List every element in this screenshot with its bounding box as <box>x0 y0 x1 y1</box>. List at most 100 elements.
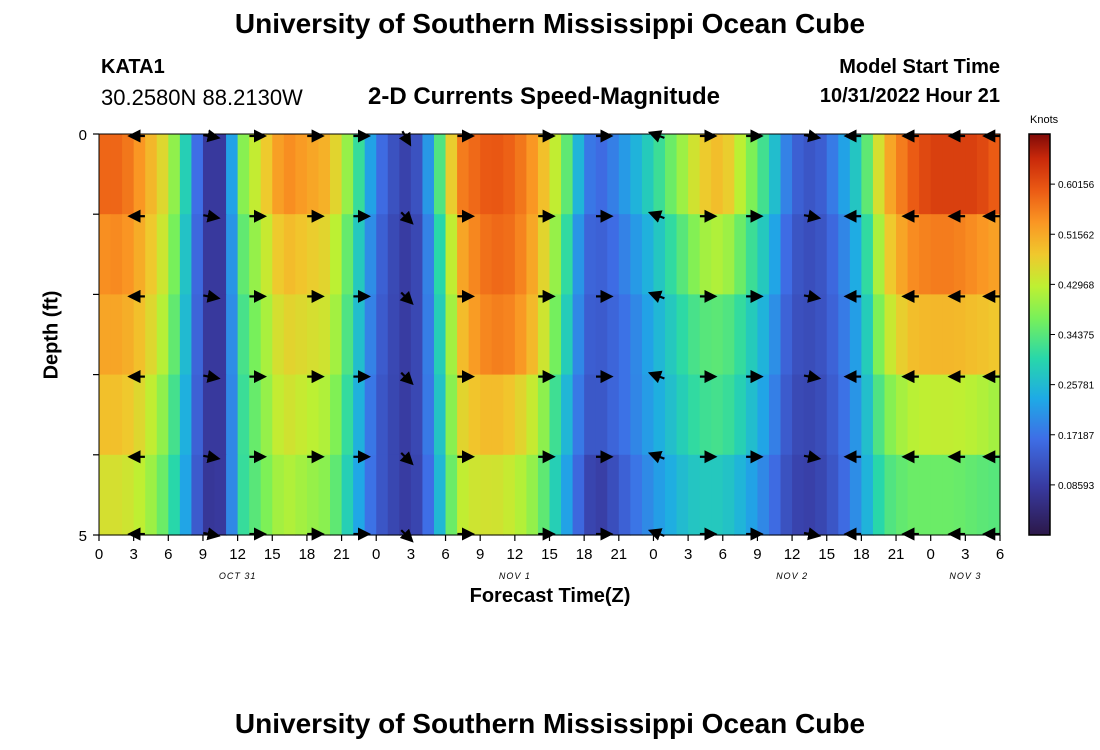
heatmap-cell <box>110 454 123 536</box>
heatmap-cell <box>745 134 759 215</box>
heatmap-cell <box>179 134 193 215</box>
heatmap-cell <box>734 134 747 215</box>
heatmap-cell <box>237 214 250 295</box>
heatmap-cell <box>942 294 955 376</box>
heatmap-cell <box>537 294 551 376</box>
heatmap-cell <box>295 374 308 456</box>
heatmap-cell <box>930 134 943 215</box>
heatmap-cell <box>838 294 851 376</box>
heatmap-cell <box>503 134 516 215</box>
heatmap-cell <box>711 294 724 376</box>
heatmap-cell <box>410 454 424 536</box>
heatmap-cell <box>260 134 273 215</box>
current-vector-arrow <box>803 369 822 383</box>
heatmap-cell <box>826 294 839 376</box>
heatmap-cell <box>376 214 389 295</box>
current-vector-arrow <box>647 450 665 464</box>
x-tick-label: 0 <box>649 546 657 563</box>
heatmap-cell <box>826 374 839 456</box>
heatmap-cell <box>260 294 273 376</box>
heatmap-cell <box>503 294 516 376</box>
heatmap-cell <box>260 454 273 536</box>
heatmap-cell <box>306 294 320 376</box>
x-tick-label: 6 <box>164 546 172 563</box>
heatmap-cell <box>953 134 966 215</box>
heatmap-cell <box>572 214 585 295</box>
heatmap-cell <box>653 294 666 376</box>
heatmap-cell <box>133 134 146 215</box>
heatmap-cell <box>676 134 689 215</box>
heatmap-cell <box>595 454 608 536</box>
heatmap-cell <box>976 454 990 536</box>
heatmap-cell <box>676 454 689 536</box>
x-tick-label: 12 <box>784 546 801 563</box>
heatmap-cell <box>503 214 516 295</box>
heatmap-cell <box>433 134 447 215</box>
heatmap-cell <box>133 214 146 295</box>
heatmap-cell <box>665 294 678 376</box>
heatmap-cell <box>249 454 262 536</box>
heatmap-cell <box>884 134 897 215</box>
heatmap-cell <box>688 374 701 456</box>
x-tick-label: 12 <box>229 546 246 563</box>
heatmap-cell <box>826 214 839 295</box>
date-label: NOV 2 <box>776 571 808 581</box>
heatmap-cell <box>803 134 816 215</box>
heatmap-cell <box>133 294 146 376</box>
heatmap-cell <box>641 454 655 536</box>
heatmap-cell <box>711 454 724 536</box>
heatmap-cell <box>387 454 400 536</box>
heatmap-cell <box>976 374 990 456</box>
heatmap-cell <box>965 294 978 376</box>
heatmap-cell <box>641 374 655 456</box>
colorbar-tick-label: 0.60156 <box>1058 180 1095 191</box>
heatmap-cell <box>202 294 216 376</box>
heatmap-cell <box>306 374 320 456</box>
heatmap-cell <box>260 214 273 295</box>
heatmap-cell <box>156 134 169 215</box>
heatmap-cell <box>699 134 712 215</box>
heatmap-cell <box>988 214 1001 295</box>
heatmap-cell <box>503 374 516 456</box>
heatmap-cell <box>919 214 932 295</box>
heatmap-cell <box>503 454 516 536</box>
x-tick-label: 18 <box>853 546 870 563</box>
heatmap-cell <box>780 214 793 295</box>
heatmap-cell <box>549 214 562 295</box>
page-title: University of Southern Mississippi Ocean… <box>234 8 866 39</box>
heatmap-cell <box>272 294 285 376</box>
y-tick-label: 5 <box>79 528 87 545</box>
chart-subtitle: 2-D Currents Speed-Magnitude <box>368 83 721 110</box>
heatmap-cell <box>491 294 504 376</box>
heatmap-cell <box>133 374 146 456</box>
heatmap-cell <box>665 214 678 295</box>
heatmap-cell <box>202 454 216 536</box>
heatmap-cell <box>480 134 493 215</box>
heatmap-cell <box>896 214 909 295</box>
heatmap-cell <box>988 294 1001 376</box>
heatmap-cell <box>815 214 828 295</box>
heatmap-cell <box>537 214 551 295</box>
heatmap-cell <box>699 294 712 376</box>
heatmap-cell <box>202 134 216 215</box>
heatmap-cell <box>491 214 504 295</box>
heatmap-cell <box>872 454 886 536</box>
heatmap-cell <box>364 214 377 295</box>
heatmap-cell <box>988 134 1001 215</box>
heatmap-cell <box>676 214 689 295</box>
heatmap-cell <box>364 454 377 536</box>
heatmap-cell <box>780 374 793 456</box>
colorbar-tick-label: 0.25781 <box>1058 381 1095 392</box>
heatmap-cell <box>237 374 250 456</box>
heatmap-cell <box>226 214 239 295</box>
heatmap-cell <box>849 374 862 456</box>
heatmap-cell <box>988 374 1001 456</box>
heatmap-cell <box>665 454 678 536</box>
heatmap-cell <box>514 294 527 376</box>
heatmap-cell <box>526 134 539 215</box>
heatmap-cell <box>226 294 239 376</box>
heatmap-cell <box>168 294 181 376</box>
heatmap-cell <box>376 454 389 536</box>
heatmap-cell <box>433 374 447 456</box>
heatmap-cell <box>330 294 343 376</box>
